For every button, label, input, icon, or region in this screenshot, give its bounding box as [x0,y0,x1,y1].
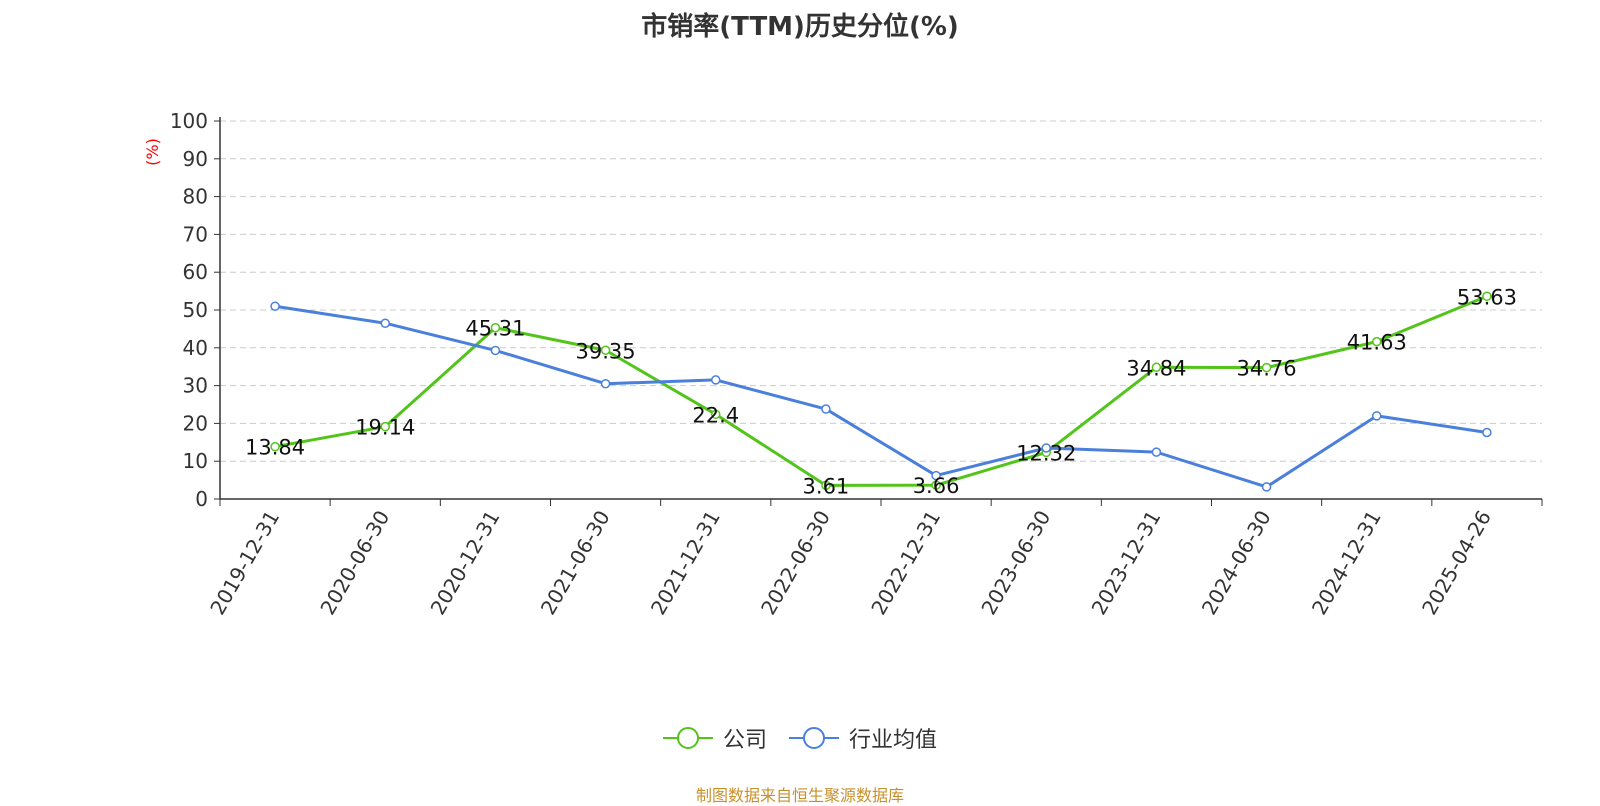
chart-title: 市销率(TTM)历史分位(%) [641,12,959,42]
data-point[interactable] [490,322,501,333]
y-tick-label: 40 [183,336,208,360]
data-point[interactable] [711,375,721,385]
data-point[interactable] [1151,362,1162,373]
data-point[interactable] [1261,482,1272,492]
y-tick-label: 50 [183,298,208,322]
y-tick-label: 80 [183,185,208,209]
x-tick-label: 2021-12-31 [646,506,725,619]
data-point[interactable] [600,378,611,389]
source-note: 制图数据来自恒生聚源数据库 [695,786,904,805]
y-axis-label: (%) [143,138,162,166]
x-tick-label: 2020-12-31 [426,506,505,619]
y-tick-label: 60 [183,260,208,284]
data-point[interactable] [1482,427,1492,438]
axes [214,117,1543,506]
data-point[interactable] [1261,362,1272,373]
grid-lines [220,120,1542,462]
data-point[interactable] [380,421,390,432]
series-points [270,291,1492,492]
data-point[interactable] [600,345,611,356]
data-label: 12.32 [1016,441,1076,465]
data-point[interactable] [711,409,721,420]
data-label: 39.35 [576,339,636,363]
legend-label-industry-avg: 行业均值 [849,728,938,753]
data-label: 19.14 [355,416,415,440]
data-point[interactable] [380,318,390,328]
data-point[interactable] [1151,447,1162,457]
data-point[interactable] [270,301,280,311]
tick-labels: 0 10 20 30 40 50 60 70 80 90 100 2019-12-31 2020-06-… [170,109,1496,619]
x-tick-label: 2019-12-31 [205,506,284,619]
data-label: 34.84 [1126,356,1186,380]
y-tick-label: 20 [183,411,208,435]
y-tick-label: 10 [183,449,208,473]
data-point[interactable] [1482,291,1492,302]
data-point[interactable] [821,480,831,491]
data-point[interactable] [931,470,941,481]
x-tick-label: 2023-12-31 [1087,506,1166,619]
y-tick-label: 100 [170,109,208,133]
y-tick-label: 70 [183,222,208,246]
data-label: 53.63 [1457,285,1517,309]
legend-label-company: 公司 [722,728,767,753]
x-tick-label: 2020-06-30 [315,506,394,619]
x-tick-label: 2024-06-30 [1197,506,1276,619]
x-tick-label: 2024-12-31 [1307,506,1386,619]
x-tick-label: 2021-06-30 [536,506,615,619]
data-point[interactable] [270,441,280,452]
data-point[interactable] [1372,411,1382,421]
data-label: 13.84 [245,436,305,460]
data-label: 3.66 [913,474,960,498]
series-line-1 [274,304,1488,489]
x-tick-label: 2023-06-30 [976,506,1055,619]
data-point[interactable] [490,345,501,356]
data-labels: 13.84 19.14 45.31 39.35 22.4 3.61 3.66 12.32 34.… [245,285,1517,498]
legend-swatch-company [662,727,713,749]
data-point[interactable] [931,480,941,490]
legend: 公司 行业均值 [0,722,1600,754]
series-lines [274,294,1488,489]
data-label: 45.31 [465,317,525,341]
data-point[interactable] [1372,336,1382,347]
data-label: 41.63 [1347,331,1407,355]
data-label: 22.4 [692,403,739,427]
x-tick-label: 2025-04-26 [1417,506,1496,619]
legend-item-company[interactable]: 公司 [662,722,767,754]
series-line-0 [274,294,1488,487]
data-label: 34.76 [1237,357,1297,381]
data-label: 3.61 [803,474,850,498]
data-point[interactable] [1041,443,1051,453]
y-tick-label: 0 [195,487,208,511]
x-tick-label: 2022-12-31 [866,506,945,619]
y-tick-label: 90 [183,147,208,171]
legend-item-industry-avg[interactable]: 行业均值 [789,722,937,754]
legend-swatch-industry-avg [789,727,839,749]
x-tick-label: 2022-06-30 [756,506,835,619]
y-tick-label: 30 [183,374,208,398]
data-point[interactable] [821,404,831,414]
